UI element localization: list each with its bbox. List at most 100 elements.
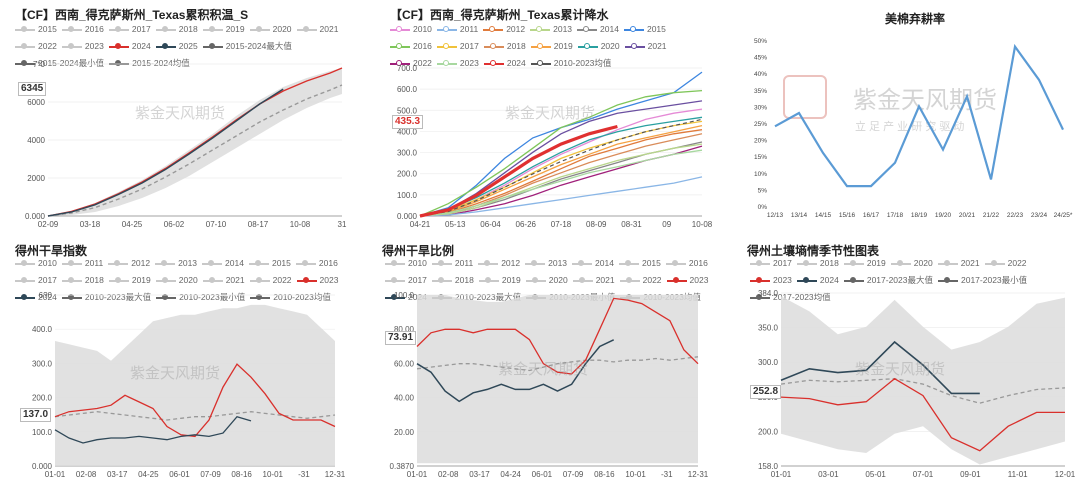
series-line-2010-2023均值 xyxy=(416,356,699,372)
legend-item[interactable]: 2010-2023均值 xyxy=(530,56,611,71)
x-tick-label: 10-01 xyxy=(263,470,284,479)
legend-item[interactable]: 2011 xyxy=(431,256,474,271)
legend-item[interactable]: 2010-2023均值 xyxy=(250,290,331,305)
legend-item[interactable]: 2022 xyxy=(249,273,292,288)
legend-item[interactable]: 2019 xyxy=(843,256,886,271)
legend-item[interactable]: 2015 xyxy=(15,22,57,37)
legend-label: 2023 xyxy=(319,275,339,285)
legend-item[interactable]: 2022 xyxy=(390,56,432,71)
legend-item[interactable]: 2018 xyxy=(483,39,526,54)
legend-item[interactable]: 2020 xyxy=(155,273,198,288)
legend-item[interactable]: 2010-2023最小值 xyxy=(156,290,245,305)
legend-item[interactable]: 2015-2024最大值 xyxy=(202,39,292,54)
y-tick-label: 300.0 xyxy=(397,149,418,158)
legend-item[interactable]: 2021 xyxy=(202,273,245,288)
legend-item[interactable]: 2021 xyxy=(296,22,338,37)
legend-item[interactable]: 2010 xyxy=(15,256,57,271)
legend-marker-icon xyxy=(796,259,817,268)
legend-item[interactable]: 2016 xyxy=(665,256,708,271)
legend-item[interactable]: 2019 xyxy=(108,273,151,288)
legend-item[interactable]: 2017-2023最小值 xyxy=(938,273,1027,288)
legend-item[interactable]: 2018 xyxy=(61,273,104,288)
legend-item[interactable]: 2020 xyxy=(890,256,933,271)
legend-item[interactable]: 2020 xyxy=(525,273,568,288)
legend-item[interactable]: 2017 xyxy=(15,273,57,288)
legend-label: 2019 xyxy=(131,275,151,285)
legend-label: 2012 xyxy=(501,258,521,268)
legend-item[interactable]: 2023 xyxy=(436,56,479,71)
x-tick-label: 04-25 xyxy=(138,470,159,479)
legend-item[interactable]: 2023 xyxy=(666,273,708,288)
legend-marker-icon xyxy=(15,259,35,268)
legend-item[interactable]: 2020 xyxy=(577,39,620,54)
legend-marker-icon xyxy=(577,42,598,51)
legend-item[interactable]: 2023 xyxy=(61,39,104,54)
legend-item[interactable]: 2024 xyxy=(483,56,526,71)
legend-label: 2013 xyxy=(548,258,568,268)
legend-marker-icon xyxy=(390,59,410,68)
legend-item[interactable]: 2015-2024最小值 xyxy=(15,56,104,71)
legend-item[interactable]: 2015 xyxy=(623,22,666,37)
legend-marker-icon xyxy=(15,42,35,51)
legend-item[interactable]: 2017 xyxy=(108,22,151,37)
legend-item[interactable]: 2016 xyxy=(390,39,432,54)
legend-item[interactable]: 2016 xyxy=(61,22,104,37)
legend-item[interactable]: 2019 xyxy=(202,22,245,37)
legend-item[interactable]: 2022 xyxy=(619,273,662,288)
x-tick-label: 07-01 xyxy=(913,470,934,479)
legend-item[interactable]: 2017-2023最大值 xyxy=(843,273,933,288)
legend-item[interactable]: 2011 xyxy=(436,22,478,37)
legend-item[interactable]: 2011 xyxy=(61,256,103,271)
x-tick-label: 12-01 xyxy=(1055,470,1076,479)
legend-item[interactable]: 2021 xyxy=(624,39,667,54)
legend-item[interactable]: 2021 xyxy=(572,273,615,288)
y-tick-label: 60.00 xyxy=(394,359,415,368)
legend-item[interactable]: 2023 xyxy=(296,273,339,288)
legend-item[interactable]: 2010-2023最大值 xyxy=(61,290,151,305)
legend-item[interactable]: 2024 xyxy=(108,39,151,54)
legend-item[interactable]: 2022 xyxy=(15,39,57,54)
series-line-2010-2023均值 xyxy=(54,411,336,421)
legend-label: 2017 xyxy=(131,24,151,34)
legend-item[interactable]: 2017 xyxy=(385,273,427,288)
legend-item[interactable]: 2018 xyxy=(431,273,474,288)
legend-label: 2011 xyxy=(454,258,474,268)
legend-item[interactable]: 2015 xyxy=(248,256,291,271)
legend-item[interactable]: 2012 xyxy=(108,256,150,271)
legend-item[interactable]: 2024 xyxy=(796,273,839,288)
legend-item[interactable]: 2014 xyxy=(572,256,614,271)
x-tick-label: 05-01 xyxy=(865,470,886,479)
x-tick-label: 05-13 xyxy=(445,220,466,229)
legend-item[interactable]: 2013 xyxy=(530,22,572,37)
legend-item[interactable]: 2017-2023均值 xyxy=(750,290,831,305)
legend-item[interactable]: 2014 xyxy=(577,22,619,37)
legend-item[interactable]: 2017 xyxy=(750,256,792,271)
legend-item[interactable]: 2015 xyxy=(618,256,661,271)
legend-item[interactable]: 2013 xyxy=(155,256,197,271)
legend-item[interactable]: 2019 xyxy=(530,39,573,54)
x-tick-label: 12/13 xyxy=(767,212,784,219)
legend-item[interactable]: 2022 xyxy=(984,256,1027,271)
legend-item[interactable]: 2017 xyxy=(436,39,479,54)
legend-item[interactable]: 2025 xyxy=(155,39,198,54)
legend-item[interactable]: 2024 xyxy=(15,290,57,305)
legend-item[interactable]: 2023 xyxy=(750,273,792,288)
legend-item[interactable]: 2012 xyxy=(483,22,525,37)
legend-item[interactable]: 2013 xyxy=(525,256,567,271)
legend-marker-icon xyxy=(572,259,593,268)
legend-item[interactable]: 2019 xyxy=(478,273,521,288)
legend-item[interactable]: 2010 xyxy=(390,22,432,37)
y-tick-label: 350.0 xyxy=(758,324,779,333)
legend-item[interactable]: 2014 xyxy=(202,256,244,271)
legend-item[interactable]: 2018 xyxy=(155,22,198,37)
legend-marker-icon xyxy=(483,42,504,51)
legend-item[interactable]: 2016 xyxy=(295,256,338,271)
legend-item[interactable]: 2018 xyxy=(796,256,839,271)
legend-item[interactable]: 2020 xyxy=(249,22,292,37)
legend-item[interactable]: 2021 xyxy=(937,256,980,271)
y-tick-label: 6?0 xyxy=(39,291,53,300)
chart-title: 得州土壤墒情季节性图表 xyxy=(747,244,880,258)
x-tick-label: 02-09 xyxy=(38,220,59,229)
legend-item[interactable]: 2010 xyxy=(385,256,427,271)
legend-item[interactable]: 2012 xyxy=(478,256,520,271)
